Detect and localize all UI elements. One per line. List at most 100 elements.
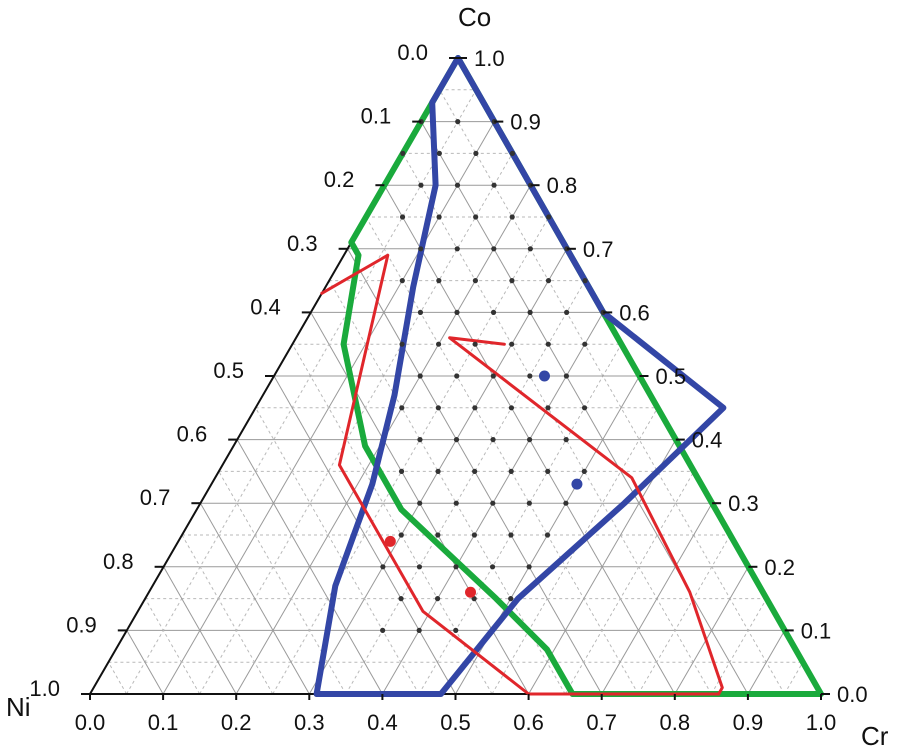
composition-dot: [454, 246, 460, 252]
tick-labels: 0.0 0.0 0.0 0.1 0.1 0.1 0.2 0.2 0.2 0.3 0.3 0.3 0.4 0…: [29, 40, 867, 735]
composition-dot: [453, 500, 459, 506]
tick-label-cr: 0.2: [221, 710, 252, 735]
composition-dot: [435, 532, 441, 538]
blue-marker: [571, 478, 583, 490]
composition-dot: [526, 564, 532, 570]
composition-dot: [527, 309, 533, 315]
composition-dot: [435, 405, 441, 411]
tick-label-co: 0.6: [619, 300, 650, 325]
composition-dot: [435, 596, 441, 602]
composition-dot: [527, 437, 533, 443]
tick-label-co: 0.7: [583, 237, 614, 262]
grid-line-ni: [255, 407, 420, 695]
vertex-label-co: Co: [458, 2, 491, 32]
composition-dot: [454, 373, 460, 379]
tick-label-ni: 0.5: [213, 358, 244, 383]
composition-dot: [436, 278, 442, 284]
composition-dot: [418, 182, 424, 188]
composition-dot: [473, 150, 479, 156]
composition-dot: [398, 596, 404, 602]
tick-label-cr: 0.3: [294, 710, 325, 735]
composition-dot: [399, 278, 405, 284]
composition-dot: [472, 468, 478, 474]
composition-dot: [489, 564, 496, 570]
grid-line-ni: [163, 566, 237, 695]
composition-dot: [471, 532, 477, 538]
grid-line-ni: [402, 153, 712, 695]
composition-dot: [491, 182, 497, 188]
tick-label-co: 0.8: [547, 173, 578, 198]
tick-label-cr: 0.6: [513, 710, 544, 735]
composition-dot: [399, 341, 405, 347]
composition-dot: [526, 500, 532, 506]
composition-dot: [398, 532, 404, 538]
grid-line-ni: [291, 343, 493, 695]
grid-line-cr: [345, 280, 586, 695]
tick-label-ni: 0.9: [66, 612, 97, 637]
tick-label-co: 0.1: [801, 618, 832, 643]
tick-label-ni: 0.1: [361, 104, 392, 129]
composition-dot: [545, 405, 551, 411]
composition-dot: [436, 341, 442, 347]
composition-dot: [563, 500, 569, 506]
composition-dot: [544, 532, 551, 538]
composition-dot: [380, 564, 386, 570]
composition-dot: [564, 309, 570, 315]
composition-dot: [508, 468, 514, 474]
composition-dot: [509, 341, 515, 347]
composition-dot: [581, 468, 587, 474]
tick-label-ni: 0.4: [250, 294, 281, 319]
tick-label-ni: 0.8: [103, 549, 134, 574]
composition-dot: [416, 627, 422, 634]
tick-label-ni: 0.7: [140, 485, 171, 510]
composition-dot: [581, 405, 588, 411]
grid-line-ni: [126, 630, 164, 695]
composition-dot: [491, 246, 497, 252]
composition-dot: [472, 341, 478, 347]
composition-dot: [454, 182, 461, 188]
composition-dot: [545, 278, 552, 284]
composition-dot: [508, 532, 514, 538]
tick-label-ni: 0.6: [177, 422, 208, 447]
composition-dot: [417, 309, 424, 315]
tick-label-cr: 0.1: [148, 710, 179, 735]
tick-label-cr: 0.4: [367, 710, 398, 735]
grid-line-ni: [218, 471, 347, 695]
vertex-label-ni: Ni: [6, 692, 31, 722]
composition-dot: [490, 373, 496, 379]
composition-dot: [490, 500, 496, 506]
tick-label-ni: 0.2: [324, 167, 355, 192]
composition-dot: [436, 150, 442, 156]
composition-dot: [508, 405, 515, 411]
grid-line-ni: [439, 89, 785, 695]
composition-dot: [453, 627, 459, 634]
tick-label-co: 0.0: [837, 682, 868, 707]
vertex-labels: Co Ni Cr: [6, 2, 889, 749]
composition-dot: [399, 405, 405, 411]
grid-line-cr: [564, 471, 695, 695]
composition-dot: [416, 564, 423, 570]
tick-label-co: 0.2: [764, 555, 795, 580]
composition-dot: [400, 150, 406, 156]
grid-line-cr: [784, 661, 804, 695]
tick-label-co: 0.4: [692, 428, 723, 453]
composition-dot: [582, 341, 588, 347]
composition-dot: [563, 373, 570, 379]
composition-dot: [435, 468, 441, 474]
composition-dot: [546, 214, 552, 220]
red-boundary-2: [320, 253, 574, 696]
grid-line-ni: [273, 375, 456, 695]
red-marker: [384, 535, 396, 547]
tick-label-cr: 1.0: [806, 710, 837, 735]
composition-dot: [471, 596, 477, 602]
tick-label-co: 0.3: [728, 491, 759, 516]
composition-dot: [527, 373, 533, 379]
composition-dot: [545, 341, 551, 347]
red-boundary-4: [448, 336, 724, 696]
tick-label-co: 0.9: [510, 110, 541, 135]
red-marker: [465, 586, 477, 598]
composition-dot: [472, 405, 478, 411]
grid-line-cr: [418, 343, 622, 695]
blue-boundary-1: [313, 55, 727, 697]
